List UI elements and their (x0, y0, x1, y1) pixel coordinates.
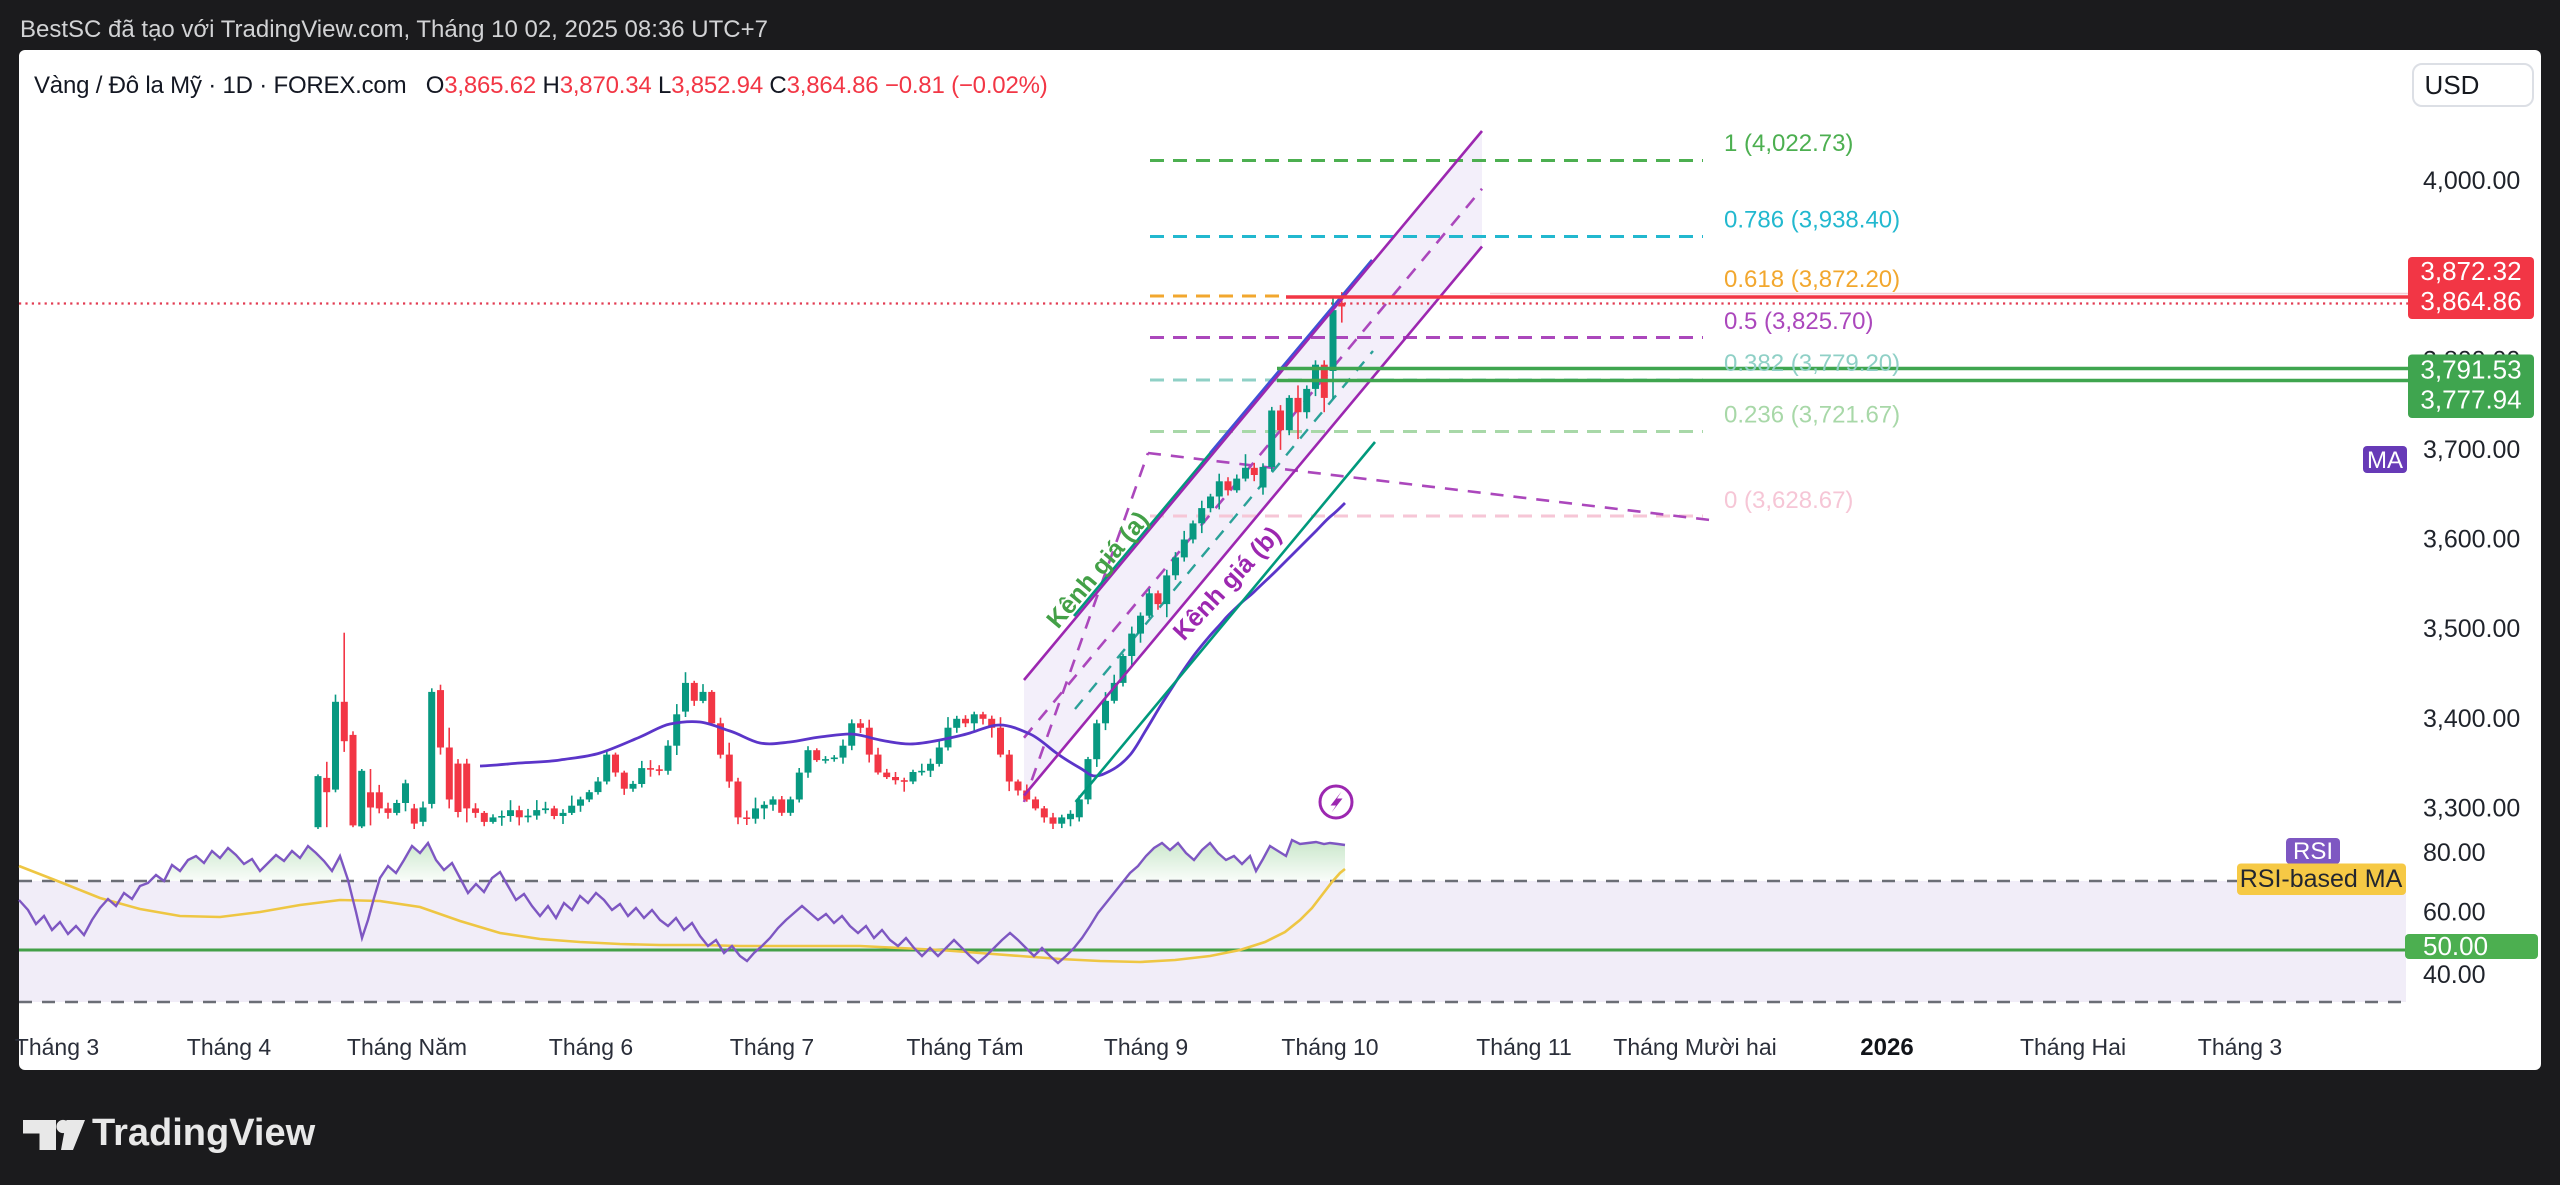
svg-text:Tháng Hai: Tháng Hai (2020, 1034, 2126, 1060)
svg-text:40.00: 40.00 (2423, 961, 2486, 989)
svg-text:MA: MA (2367, 447, 2403, 474)
svg-text:Tháng 10: Tháng 10 (1281, 1034, 1378, 1060)
svg-text:0.382 (3,779.20): 0.382 (3,779.20) (1724, 350, 1900, 377)
svg-text:3,791.53: 3,791.53 (2420, 355, 2521, 385)
svg-text:3,777.94: 3,777.94 (2420, 385, 2521, 415)
svg-text:60.00: 60.00 (2423, 899, 2486, 927)
svg-text:Tháng 3: Tháng 3 (2198, 1034, 2282, 1060)
svg-text:50.00: 50.00 (2423, 931, 2488, 961)
svg-text:Tháng 9: Tháng 9 (1104, 1034, 1188, 1060)
svg-text:Tháng Năm: Tháng Năm (347, 1034, 467, 1060)
svg-text:4,000.00: 4,000.00 (2423, 167, 2520, 195)
svg-text:3,872.32: 3,872.32 (2420, 256, 2521, 286)
svg-text:3,864.86: 3,864.86 (2420, 286, 2521, 316)
svg-text:Tháng 7: Tháng 7 (730, 1034, 814, 1060)
svg-text:RSI: RSI (2293, 838, 2333, 865)
svg-text:BestSC đã tạo với TradingView.: BestSC đã tạo với TradingView.com, Tháng… (20, 16, 768, 43)
svg-text:80.00: 80.00 (2423, 839, 2486, 867)
svg-text:Vàng / Đô la Mỹ · 1D · FOREX.c: Vàng / Đô la Mỹ · 1D · FOREX.com O3,865.… (34, 72, 1048, 99)
svg-text:3,300.00: 3,300.00 (2423, 794, 2520, 822)
svg-text:0 (3,628.67): 0 (3,628.67) (1724, 487, 1853, 514)
svg-text:3,700.00: 3,700.00 (2423, 436, 2520, 464)
svg-text:USD: USD (2425, 70, 2480, 100)
svg-text:1 (4,022.73): 1 (4,022.73) (1724, 130, 1853, 157)
svg-text:3,400.00: 3,400.00 (2423, 705, 2520, 733)
svg-text:Tháng 3: Tháng 3 (15, 1034, 99, 1060)
svg-text:Tháng Mười hai: Tháng Mười hai (1613, 1034, 1776, 1060)
svg-text:0.618 (3,872.20): 0.618 (3,872.20) (1724, 266, 1900, 293)
svg-text:3,600.00: 3,600.00 (2423, 526, 2520, 554)
svg-text:0.5 (3,825.70): 0.5 (3,825.70) (1724, 308, 1873, 335)
svg-text:Tháng 6: Tháng 6 (549, 1034, 633, 1060)
svg-text:3,500.00: 3,500.00 (2423, 615, 2520, 643)
svg-text:Tháng 4: Tháng 4 (187, 1034, 272, 1060)
svg-text:Tháng Tám: Tháng Tám (906, 1034, 1023, 1060)
svg-text:0.786 (3,938.40): 0.786 (3,938.40) (1724, 207, 1900, 234)
svg-text:TradingView: TradingView (92, 1112, 316, 1154)
svg-text:Tháng 11: Tháng 11 (1476, 1034, 1571, 1060)
svg-text:0.236 (3,721.67): 0.236 (3,721.67) (1724, 402, 1900, 429)
svg-text:RSI-based MA: RSI-based MA (2240, 865, 2403, 893)
svg-text:2026: 2026 (1860, 1034, 1913, 1061)
